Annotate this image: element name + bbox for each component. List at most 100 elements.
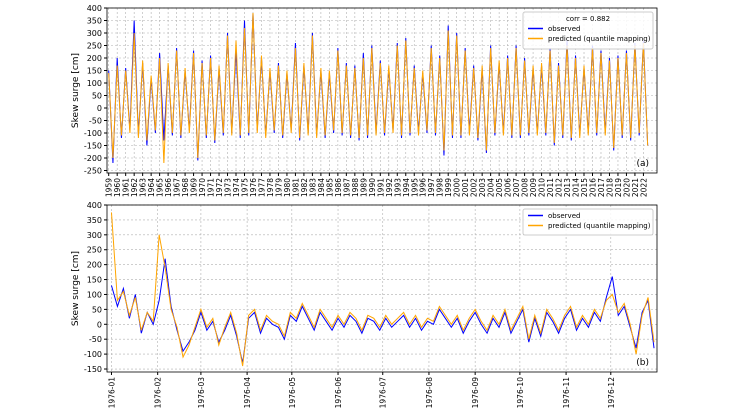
x-tick-label: 1967 <box>173 178 182 197</box>
x-tick-label: 2009 <box>529 178 538 197</box>
series-line <box>108 12 649 164</box>
x-tick-label: 1976-10 <box>516 377 525 409</box>
panel-label: (a) <box>636 159 649 169</box>
y-tick-label: 100 <box>87 290 102 299</box>
x-tick-label: 1976 <box>249 178 258 197</box>
x-tick-label: 2005 <box>495 178 504 197</box>
x-tick-label: 1963 <box>139 178 148 197</box>
panel-label: (b) <box>636 358 649 368</box>
y-tick-label: 150 <box>87 276 102 285</box>
x-tick-label: 2010 <box>538 178 547 197</box>
x-tick-label: 1976-02 <box>154 377 163 409</box>
panel: -250 -200 -150 -100 -50 0 50 100 150 200 250 300 350… <box>71 4 658 197</box>
x-tick-label: 1961 <box>122 178 131 197</box>
x-tick-label: 1973 <box>224 178 233 197</box>
x-tick-label: 1986 <box>334 178 343 197</box>
x-tick-label: 2020 <box>622 178 631 197</box>
y-tick-label: 200 <box>87 261 102 270</box>
legend-label: observed <box>548 25 580 33</box>
x-tick-label: 1987 <box>342 178 351 197</box>
x-tick-label: 1995 <box>410 178 419 197</box>
series-line <box>110 212 655 367</box>
x-tick-label: 1962 <box>130 178 139 197</box>
x-tick-label: 1991 <box>376 178 385 197</box>
legend-box <box>522 11 654 50</box>
x-tick-label: 1998 <box>436 178 445 197</box>
x-tick-label: 1964 <box>147 178 156 197</box>
x-tick-label: 2003 <box>478 178 487 197</box>
series-line <box>110 258 655 364</box>
y-tick-label: 250 <box>87 42 102 51</box>
y-axis-label: Skew surge [cm] <box>71 251 81 326</box>
x-tick-label: 1975 <box>241 178 250 197</box>
y-tick-label: -200 <box>84 154 102 163</box>
x-tick-label: 1976-08 <box>425 377 434 409</box>
x-tick-label: 1959 <box>105 178 114 197</box>
x-tick-label: 2018 <box>605 178 614 197</box>
y-tick-label: -50 <box>89 335 102 344</box>
y-tick-label: 350 <box>87 17 102 26</box>
x-tick-label: 1976-06 <box>334 377 343 409</box>
x-tick-label: 1978 <box>266 178 275 197</box>
y-tick-label: -100 <box>84 350 102 359</box>
y-tick-label: 150 <box>87 67 102 76</box>
x-tick-label: 1981 <box>291 178 300 197</box>
x-tick-label: 2014 <box>572 178 581 197</box>
x-tick-label: 1971 <box>207 178 216 197</box>
y-tick-label: 300 <box>87 29 102 38</box>
x-tick-label: 2022 <box>639 178 648 197</box>
y-tick-label: -250 <box>84 167 102 176</box>
y-tick-label: -150 <box>84 142 102 151</box>
legend-label: predicted (quantile mapping) <box>548 35 651 43</box>
x-tick-label: 2008 <box>521 178 530 197</box>
y-tick-label: 50 <box>92 92 102 101</box>
x-tick-label: 1985 <box>325 178 334 197</box>
x-tick-label: 1999 <box>444 178 453 197</box>
x-tick-label: 1960 <box>113 178 122 197</box>
x-tick-label: 2017 <box>597 178 606 197</box>
x-tick-label: 1983 <box>308 178 317 197</box>
y-tick-label: 100 <box>87 79 102 88</box>
legend-title: corr = 0.882 <box>566 15 610 23</box>
y-tick-label: 0 <box>97 104 102 113</box>
panel: -150 -100 -50 0 50 100 150 200 250 300 350 400 1976-… <box>71 201 658 409</box>
x-tick-label: 1976-12 <box>607 377 616 409</box>
plot-frame <box>106 7 658 174</box>
x-tick-label: 1976-01 <box>107 377 116 409</box>
x-tick-label: 2012 <box>555 178 564 197</box>
y-axis-label: Skew surge [cm] <box>71 53 81 128</box>
y-tick-label: 50 <box>92 305 102 314</box>
x-tick-label: 1969 <box>190 178 199 197</box>
x-tick-label: 2000 <box>453 178 462 197</box>
x-tick-label: 1988 <box>351 178 360 197</box>
x-tick-label: 1976-03 <box>197 377 206 409</box>
x-tick-label: 1976-11 <box>562 377 571 409</box>
x-tick-label: 2007 <box>512 178 521 197</box>
y-tick-label: 0 <box>97 320 102 329</box>
x-tick-label: 1994 <box>402 178 411 197</box>
x-tick-label: 2021 <box>631 178 640 197</box>
y-tick-label: 400 <box>87 4 102 13</box>
legend-label: observed <box>548 212 580 220</box>
y-tick-label: 300 <box>87 231 102 240</box>
x-tick-label: 2006 <box>504 178 513 197</box>
x-tick-label: 1976-07 <box>379 377 388 409</box>
x-tick-label: 1989 <box>359 178 368 197</box>
x-tick-label: 1990 <box>368 178 377 197</box>
y-tick-label: 350 <box>87 216 102 225</box>
x-tick-label: 1980 <box>283 178 292 197</box>
x-tick-label: 1984 <box>317 178 326 197</box>
x-tick-label: 1965 <box>156 178 165 197</box>
y-tick-label: -150 <box>84 365 102 374</box>
x-tick-label: 2013 <box>563 178 572 197</box>
x-tick-label: 1982 <box>300 178 309 197</box>
x-tick-label: 1976-09 <box>471 377 480 409</box>
x-tick-label: 2001 <box>461 178 470 197</box>
x-tick-label: 1972 <box>215 178 224 197</box>
x-tick-label: 1993 <box>393 178 402 197</box>
x-tick-label: 2019 <box>614 178 623 197</box>
x-tick-label: 1996 <box>419 178 428 197</box>
x-tick-label: 1977 <box>257 178 266 197</box>
x-tick-label: 2011 <box>546 178 555 197</box>
